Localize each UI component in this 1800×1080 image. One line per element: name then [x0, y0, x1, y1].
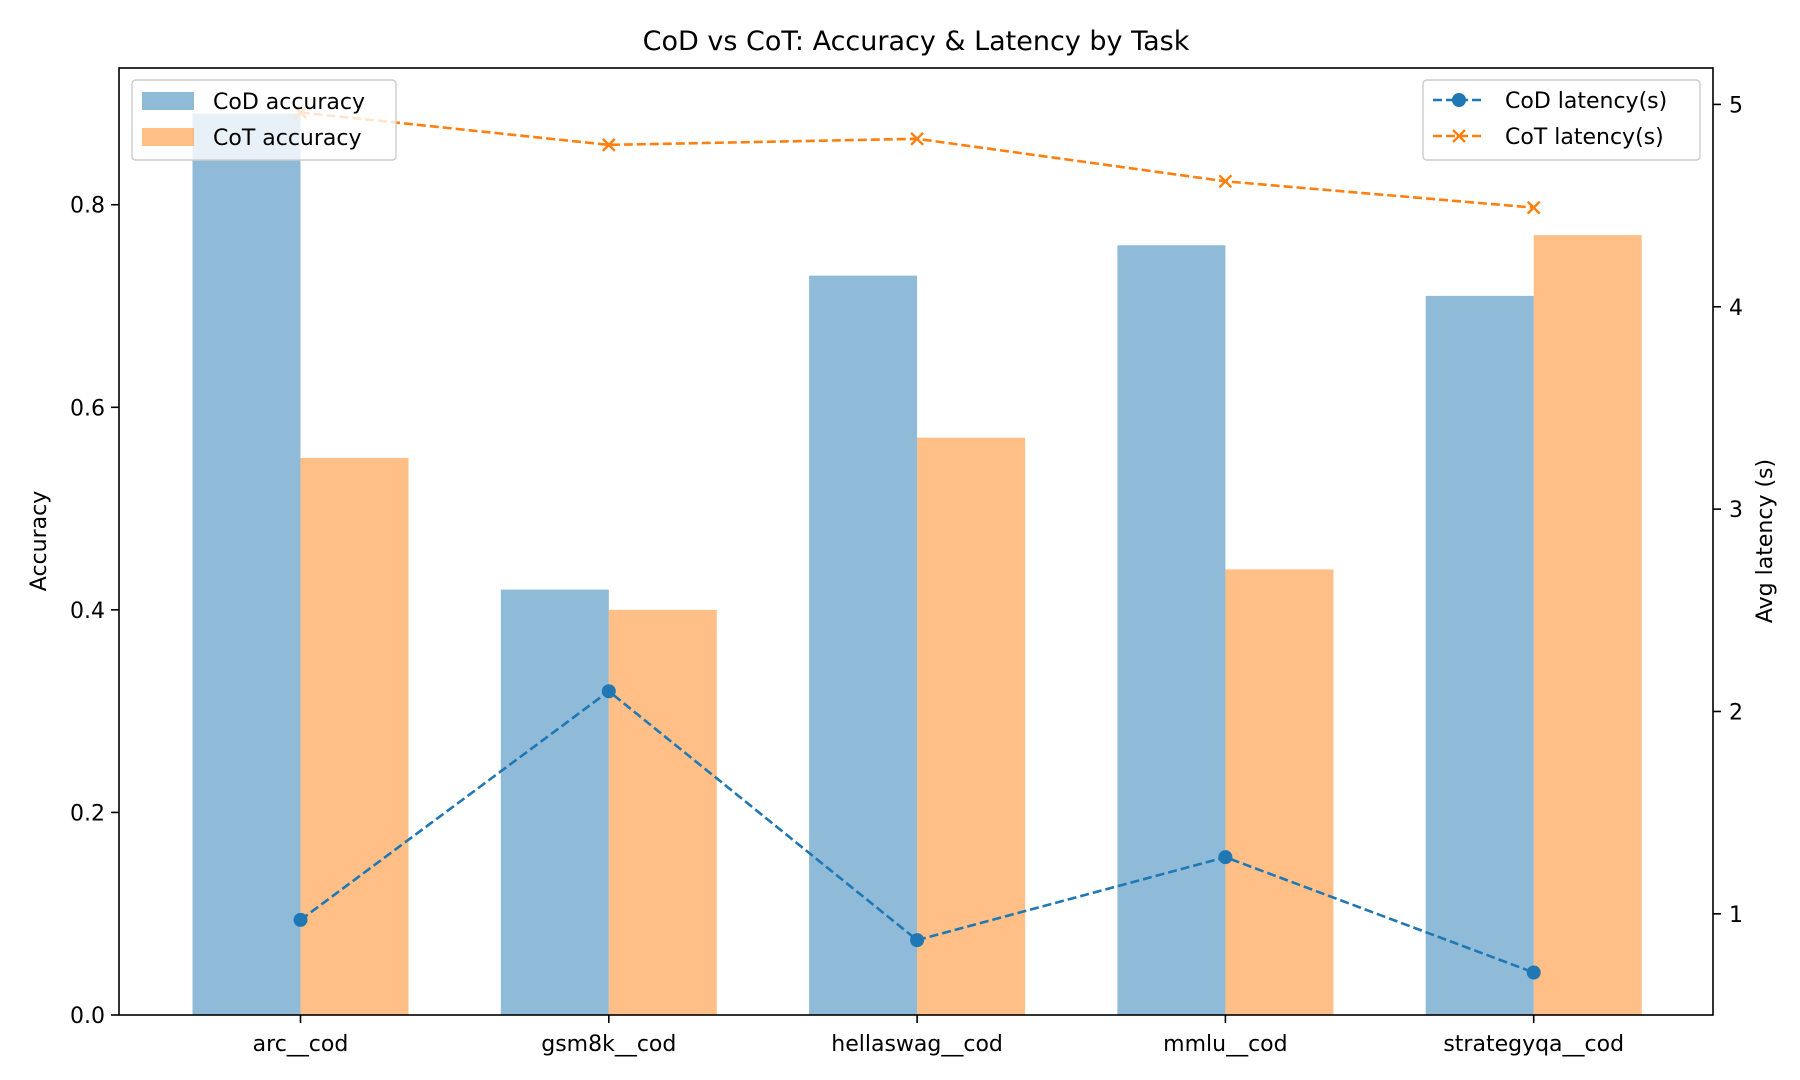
- point-cod-latency: [601, 684, 616, 699]
- bar-cot-accuracy: [917, 437, 1026, 1016]
- legend-box: [131, 79, 397, 161]
- legend-box: [1422, 79, 1701, 161]
- point-cot-latency: [1526, 200, 1541, 215]
- bar-cod-accuracy: [1117, 245, 1226, 1016]
- y-tick-label-left: 0.8: [70, 194, 105, 219]
- y-tick-label-right: 4: [1729, 296, 1743, 321]
- point-cod-latency: [910, 933, 925, 948]
- bar-cot-accuracy: [1533, 235, 1642, 1015]
- bar-cod-accuracy: [500, 589, 609, 1015]
- left-y-axis: 0.0 0.2 0.4 0.6 0.8: [70, 194, 119, 1029]
- bar-cot-accuracy: [300, 457, 409, 1015]
- legend-marker: [1452, 129, 1466, 143]
- y-tick-label-right: 1: [1729, 903, 1743, 928]
- y-tick-label-left: 0.4: [70, 599, 105, 624]
- right-y-axis: 1 2 3 4 5: [1713, 93, 1743, 928]
- legend-accuracy: CoD accuracy CoT accuracy: [131, 79, 397, 161]
- point-cod-latency: [1218, 850, 1233, 865]
- y-tick-label-right: 2: [1729, 700, 1743, 725]
- bar-cod-accuracy: [1425, 295, 1534, 1015]
- bar-cod-accuracy: [809, 275, 918, 1016]
- legend-marker: [1452, 93, 1466, 107]
- x-axis: arc__cod gsm8k__cod hellaswag__cod mmlu__co…: [253, 1015, 1624, 1057]
- legend-swatch: [142, 128, 194, 146]
- y-tick-label-right: 5: [1729, 93, 1743, 118]
- point-cod-latency: [1526, 965, 1541, 980]
- point-cod-latency: [293, 912, 308, 927]
- plot-frame: [118, 67, 1714, 1016]
- legend-label: CoT accuracy: [213, 126, 362, 151]
- x-tick-label: arc__cod: [253, 1032, 349, 1057]
- point-cot-latency: [910, 131, 924, 146]
- chart-title: CoD vs CoT: Accuracy & Latency by Task: [643, 26, 1190, 57]
- y-tick-label-left: 0.2: [70, 801, 105, 826]
- bars-layer: [192, 113, 1642, 1016]
- bar-cot-accuracy: [608, 609, 717, 1015]
- x-tick-label: hellaswag__cod: [831, 1032, 1003, 1057]
- legend-label: CoD latency(s): [1505, 89, 1667, 114]
- y-axis-label-left: Accuracy: [27, 491, 52, 591]
- x-tick-label: mmlu__cod: [1163, 1032, 1287, 1057]
- bar-cot-accuracy: [1225, 569, 1334, 1015]
- legend-label: CoD accuracy: [213, 90, 365, 115]
- legend-label: CoT latency(s): [1505, 125, 1664, 150]
- y-axis-label-right: Avg latency (s): [1753, 459, 1778, 623]
- y-tick-label-left: 0.0: [70, 1004, 105, 1029]
- x-tick-label: strategyqa__cod: [1443, 1032, 1624, 1057]
- bar-cod-accuracy: [192, 113, 301, 1016]
- line-cot-latency: [300, 111, 1534, 209]
- y-tick-label-left: 0.6: [70, 396, 105, 421]
- point-cot-latency: [601, 138, 616, 152]
- legend-latency: CoD latency(s) CoT latency(s): [1422, 79, 1701, 161]
- legend-swatch: [142, 92, 194, 110]
- x-tick-label: gsm8k__cod: [541, 1032, 676, 1057]
- point-cot-latency: [1218, 174, 1233, 189]
- y-tick-label-right: 3: [1729, 498, 1743, 523]
